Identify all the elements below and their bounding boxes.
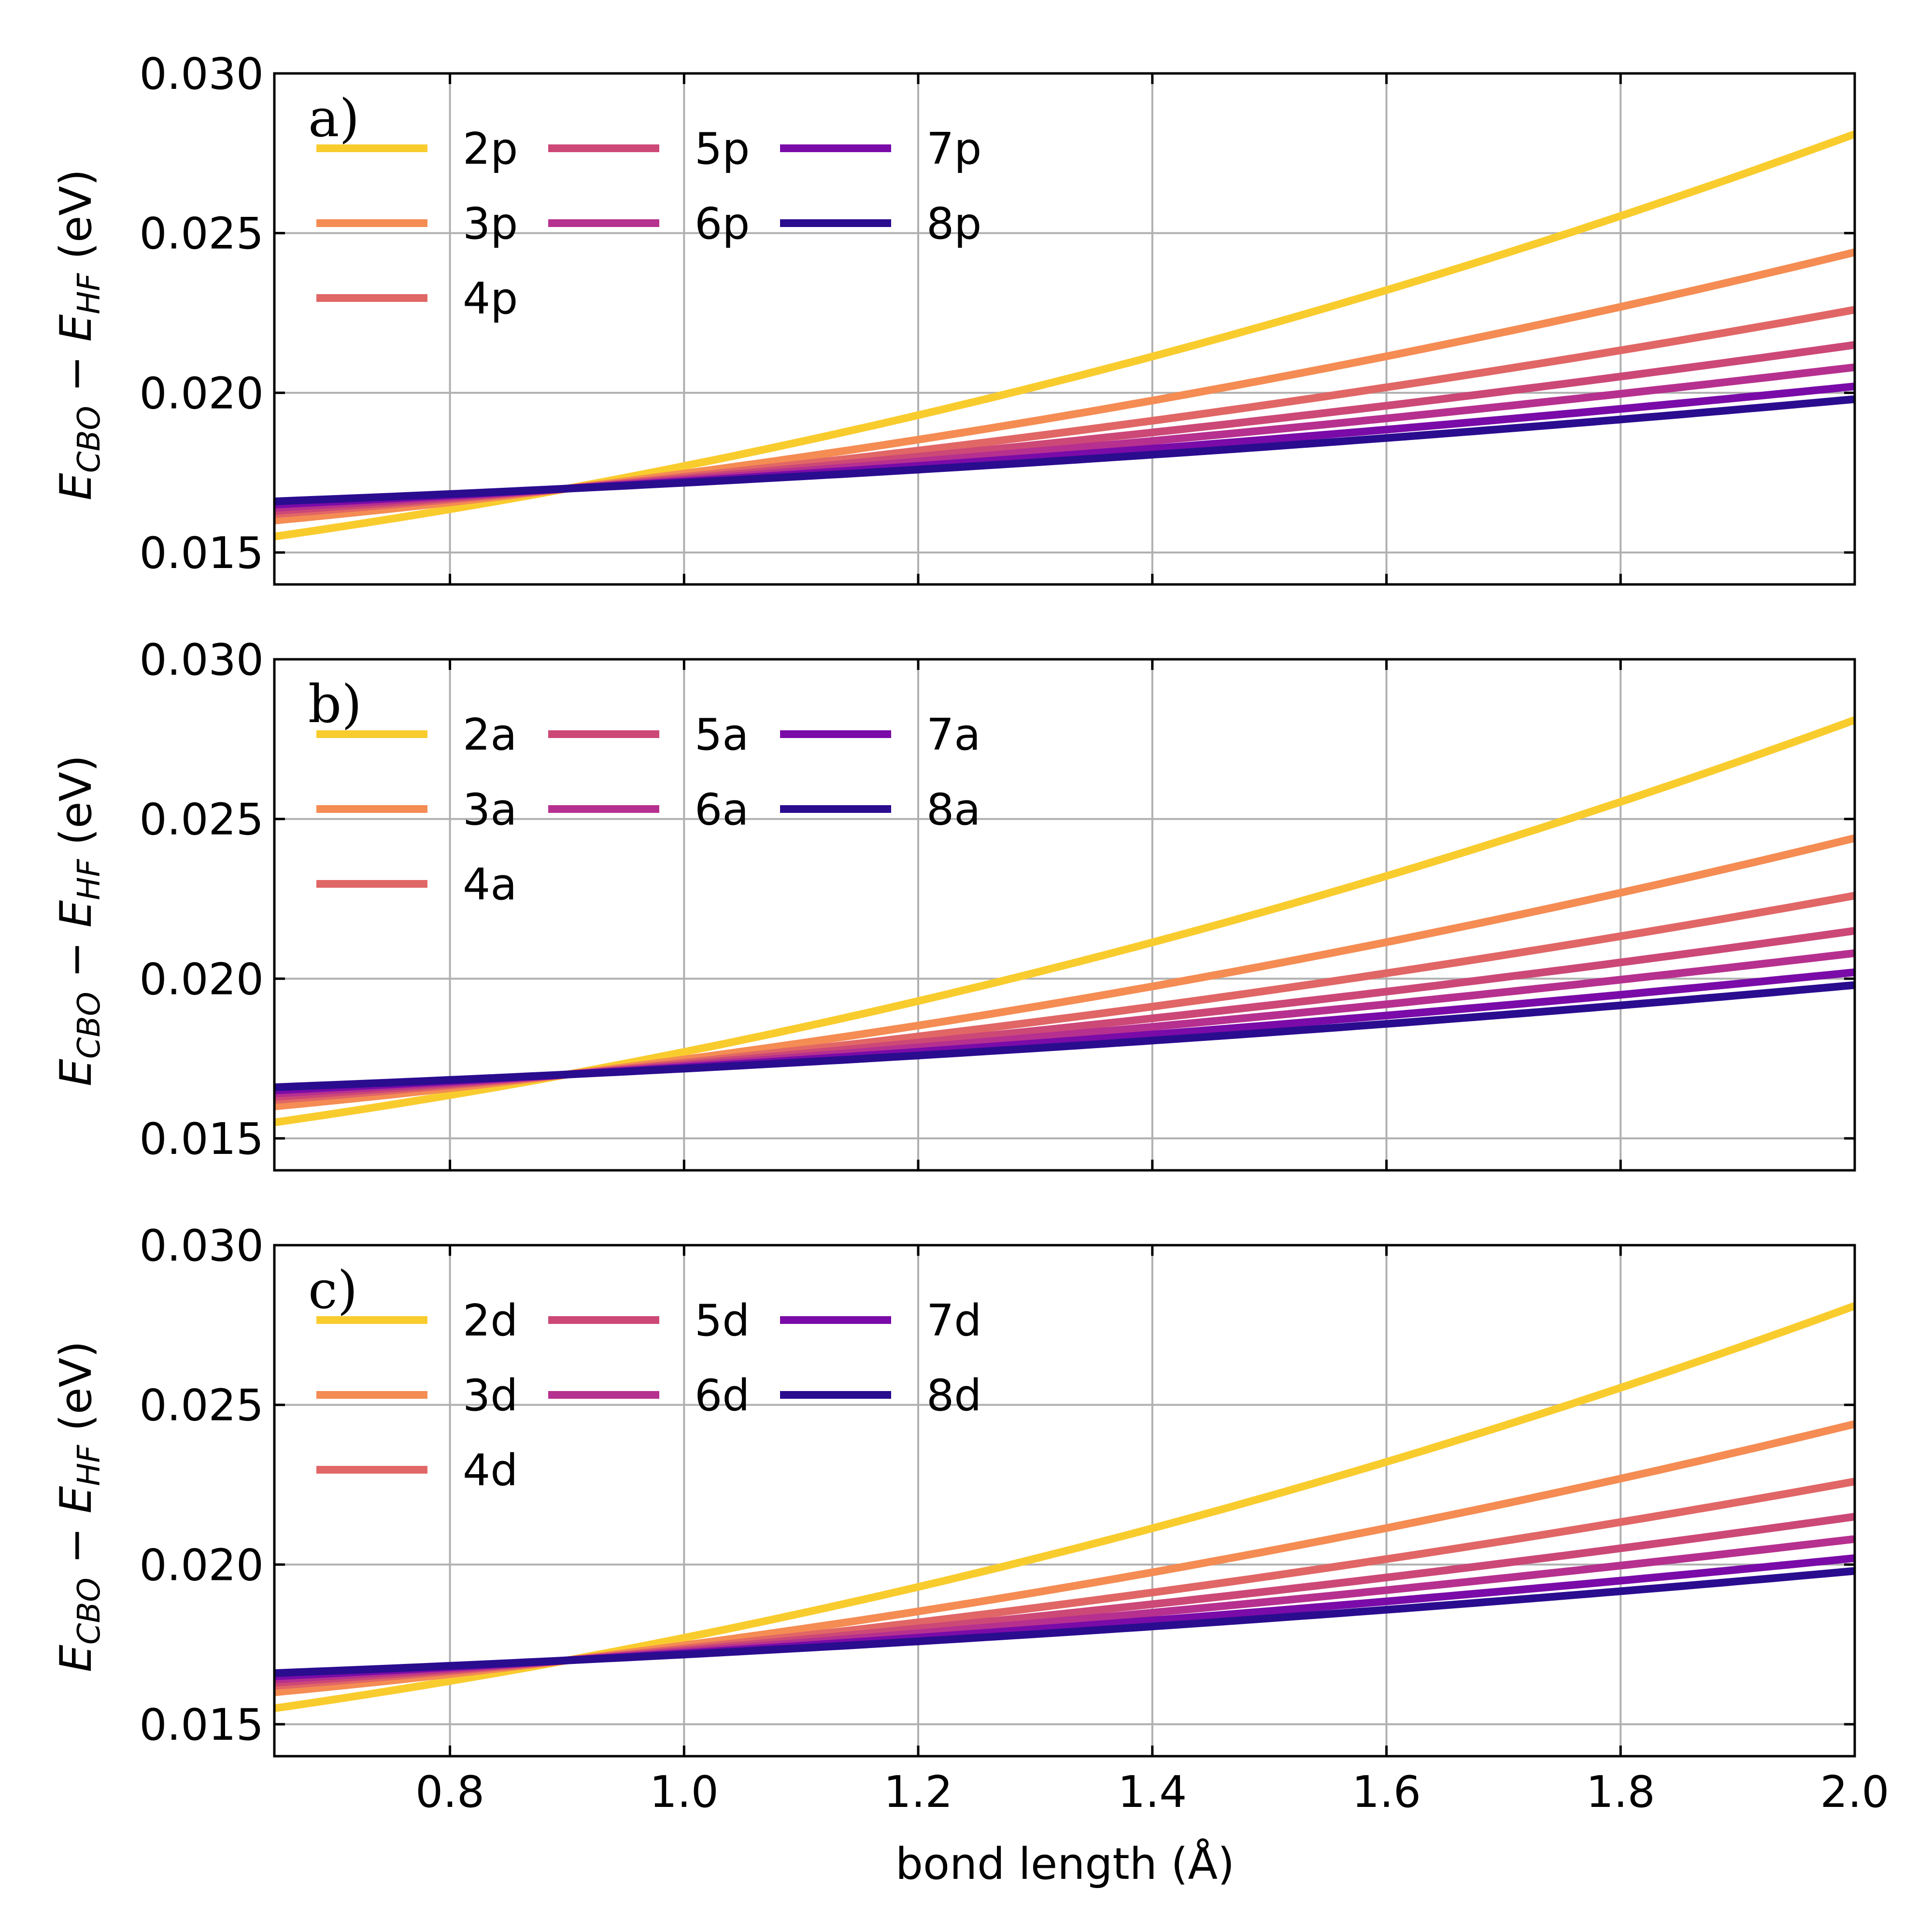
- legend-label-2a: 2a: [463, 710, 517, 760]
- x-tick-label: 1.2: [883, 1767, 952, 1818]
- y-tick-label: 0.025: [139, 1380, 264, 1431]
- plot-frame: [273, 658, 1856, 1172]
- y-axis-title: ECBO − EHF (eV): [51, 169, 107, 500]
- legend-label-2d: 2d: [463, 1295, 518, 1346]
- legend-label-7a: 7a: [926, 710, 980, 760]
- y-tick-label: 0.030: [139, 1221, 264, 1271]
- legend-label-4a: 4a: [463, 859, 517, 910]
- legend-label-3p: 3p: [463, 199, 518, 249]
- x-tick-label: 0.8: [415, 1767, 484, 1818]
- legend-label-4p: 4p: [463, 273, 518, 324]
- panel-label: c): [308, 1260, 358, 1321]
- x-tick-label: 1.8: [1586, 1767, 1655, 1818]
- y-tick-label: 0.030: [139, 635, 264, 685]
- x-tick-label: 1.6: [1352, 1767, 1421, 1818]
- panel-2: 0.015 0.020 0.025 0.030 ECBO − EHF (eV) b) 2a 3…: [51, 635, 1856, 1172]
- plot-frame: [273, 1244, 1856, 1758]
- y-tick-label: 0.020: [139, 954, 264, 1005]
- legend-label-6a: 6a: [695, 784, 749, 835]
- panel-label: b): [308, 674, 362, 735]
- legend-label-2p: 2p: [463, 124, 518, 174]
- x-tick-label: 2.0: [1820, 1767, 1889, 1818]
- y-tick-label: 0.015: [139, 1114, 264, 1165]
- legend-label-8p: 8p: [926, 199, 981, 249]
- y-tick-label: 0.015: [139, 1700, 264, 1750]
- legend-label-7p: 7p: [926, 124, 981, 174]
- legend-label-5d: 5d: [695, 1295, 750, 1346]
- y-tick-label: 0.025: [139, 795, 264, 845]
- y-axis-title: ECBO − EHF (eV): [51, 755, 107, 1086]
- series-line-8p: [274, 395, 1855, 506]
- legend-label-4d: 4d: [463, 1445, 518, 1496]
- legend-label-6d: 6d: [695, 1370, 750, 1421]
- series-line-8d: [274, 1567, 1855, 1677]
- y-tick-label: 0.025: [139, 209, 264, 259]
- legend-label-8a: 8a: [926, 784, 980, 835]
- y-tick-label: 0.030: [139, 49, 264, 99]
- plot-frame: [273, 72, 1856, 586]
- legend-label-8d: 8d: [926, 1370, 981, 1421]
- panel-3: 0.015 0.020 0.025 0.030 0.8 1.0 1.2 1.4 1.6 1.8 2.…: [51, 1221, 1889, 1818]
- legend-label-7d: 7d: [926, 1295, 981, 1346]
- x-axis-title: bond length (Å): [895, 1838, 1235, 1889]
- legend-label-6p: 6p: [695, 199, 750, 249]
- panel-1: 0.015 0.020 0.025 0.030 ECBO − EHF (eV) a) 2p 3…: [51, 49, 1856, 586]
- y-axis-title: ECBO − EHF (eV): [51, 1341, 107, 1672]
- legend-label-5a: 5a: [695, 710, 749, 760]
- legend-label-5p: 5p: [695, 124, 750, 174]
- series-line-8a: [274, 981, 1855, 1092]
- panel-label: a): [308, 88, 360, 149]
- y-tick-label: 0.020: [139, 368, 264, 419]
- x-tick-label: 1.4: [1118, 1767, 1187, 1818]
- legend-label-3a: 3a: [463, 784, 517, 835]
- x-tick-label: 1.0: [650, 1767, 719, 1818]
- legend-label-3d: 3d: [463, 1370, 518, 1421]
- y-tick-label: 0.015: [139, 528, 264, 579]
- y-tick-label: 0.020: [139, 1540, 264, 1591]
